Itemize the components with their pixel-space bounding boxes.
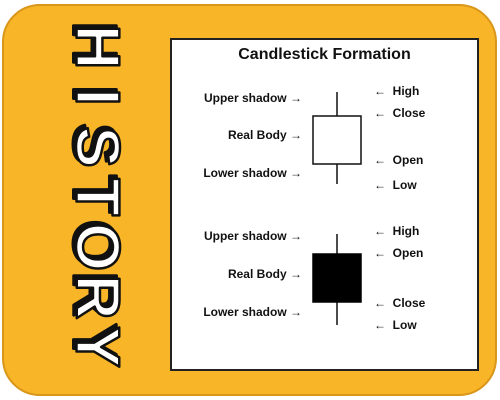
svg-text:Y: Y	[60, 323, 129, 364]
bull-lower-shadow-label: Lower shadow →	[203, 166, 302, 180]
svg-text:Y: Y	[63, 326, 132, 367]
bull-high-label: ← High	[374, 84, 420, 98]
svg-text:I: I	[63, 88, 132, 105]
candles-svg	[312, 92, 362, 325]
svg-text:I: I	[60, 85, 129, 102]
bull-real-body-label: Real Body →	[227, 128, 302, 142]
svg-text:H: H	[63, 25, 132, 70]
svg-text:S: S	[60, 123, 129, 164]
diagram-title: Candlestick Formation	[238, 46, 411, 63]
bull-open-label: ← Open	[374, 153, 424, 167]
bear-real-body	[312, 253, 362, 303]
bull-real-body	[312, 115, 362, 165]
side-title-letter: HH	[58, 20, 133, 71]
bear-real-body-label: Real Body →	[227, 267, 302, 281]
bear-high-label: ← High	[374, 224, 420, 238]
diagram-panel: Candlestick Formation Upper shadow → Rea…	[170, 38, 479, 371]
side-title-letter: YY	[58, 322, 133, 369]
bull-close-label: ← Close	[374, 106, 426, 120]
svg-text:H: H	[60, 22, 129, 67]
side-title-letter: SS	[58, 122, 133, 169]
bull-low-label: ← Low	[374, 178, 417, 192]
svg-text:S: S	[63, 126, 132, 167]
svg-text:R: R	[60, 272, 129, 317]
svg-text:O: O	[63, 223, 132, 271]
bear-upper-shadow-label: Upper shadow →	[203, 229, 302, 243]
bear-close-label: ← Close	[374, 296, 426, 310]
svg-text:R: R	[63, 275, 132, 320]
bear-lower-shadow-label: Lower shadow →	[203, 305, 302, 319]
side-title-letter: II	[58, 84, 133, 107]
bear-open-label: ← Open	[374, 246, 424, 260]
side-title-letter: OO	[58, 218, 133, 272]
side-title-letter: TT	[58, 174, 133, 218]
svg-text:T: T	[60, 175, 129, 213]
bear-low-label: ← Low	[374, 318, 417, 332]
side-title-letter: RR	[58, 270, 133, 321]
bull-upper-shadow-label: Upper shadow →	[203, 91, 302, 105]
svg-text:T: T	[63, 178, 132, 216]
svg-text:O: O	[60, 220, 129, 268]
